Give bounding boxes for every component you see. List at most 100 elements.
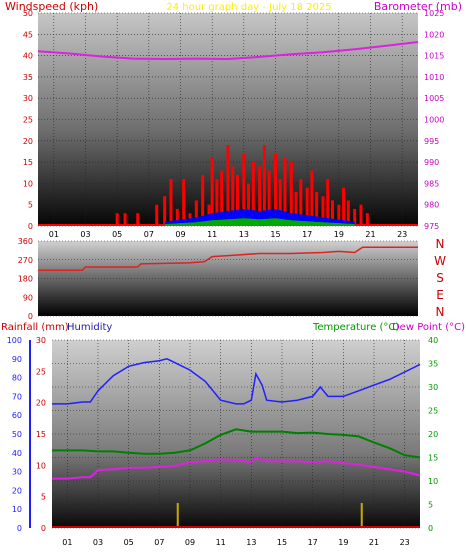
hour-tick-label: 09 [175, 230, 185, 239]
compass-label: N [436, 237, 445, 251]
wind-gust-bar [342, 187, 346, 226]
barometer-tick-label: 1015 [424, 52, 444, 61]
wind-gust-bar [326, 179, 330, 226]
humidity-tick-label: 90 [12, 355, 22, 364]
wind-direction-series [38, 246, 418, 271]
wind-gust-bar [305, 187, 309, 226]
wind-gust-bar [236, 174, 239, 226]
windspeed-axis-title: Windspeed (kph) [5, 0, 98, 13]
wind-gust-bar [337, 204, 341, 226]
wind-gust-bar [175, 208, 179, 226]
rainfall-bar [360, 502, 363, 528]
wind-gust-bar [267, 170, 271, 226]
temperature-tick-label: 30 [428, 383, 438, 392]
bottom-hour-axis: 01 03 05 07 09 11 13 15 17 19 21 23 [62, 538, 410, 547]
humidity-tick-label: 100 [7, 336, 22, 345]
wind-gust-bar [210, 157, 214, 226]
humidity-tick-label: 40 [12, 449, 22, 458]
temperature-tick-label: 5 [428, 501, 433, 510]
barometer-tick-label: 990 [424, 158, 439, 167]
wind-gust-bar [353, 208, 357, 226]
rainfall-series [52, 502, 420, 528]
hour-tick-label: 17 [302, 230, 312, 239]
wind-gust-bar [278, 179, 282, 226]
rainfall-bar [176, 502, 179, 528]
hour-tick-label: 23 [397, 230, 407, 239]
wind-gust-bar [365, 213, 369, 226]
hour-tick-label: 17 [308, 538, 318, 547]
hour-tick-label: 19 [334, 230, 344, 239]
hour-tick-label: 03 [93, 538, 103, 547]
rainfall-tick-label: 25 [36, 367, 46, 376]
compass-axis: N W S E N [434, 237, 446, 319]
temperature-axis-title: Temperature (°C) [312, 322, 399, 333]
rainfall-tick-label: 10 [36, 461, 46, 470]
temperature-tick-label: 35 [428, 360, 438, 369]
barometer-tick-label: 1005 [424, 94, 444, 103]
wind-gust-bar [331, 200, 334, 226]
chart-title: 24 hour graph day - July 18 2025 [166, 2, 331, 13]
direction-tick-label: 180 [18, 275, 33, 284]
humidity-tick-label: 10 [12, 505, 22, 514]
temperature-tick-label: 15 [428, 454, 438, 463]
temperature-series [52, 428, 421, 459]
barometer-tick-label: 985 [424, 179, 439, 188]
wind-gust-bar [262, 145, 266, 226]
rainfall-axis-title: Rainfall (mm) [1, 322, 69, 333]
wind-gust-bar [310, 170, 314, 226]
rainfall-tick-label: 5 [41, 493, 46, 502]
hour-tick-label: 21 [365, 230, 375, 239]
wind-gust-bar [251, 162, 255, 226]
direction-tick-label: 0 [28, 312, 33, 321]
hour-tick-label: 13 [246, 538, 256, 547]
direction-degree-axis: 0 90 180 270 360 [18, 237, 33, 321]
windspeed-tick-label: 25 [23, 116, 33, 125]
climate-grid [52, 339, 420, 529]
rainfall-tick-label: 15 [36, 430, 46, 439]
windspeed-tick-label: 35 [23, 73, 33, 82]
wind-gust-bar [136, 213, 140, 226]
wind-gust-bar [163, 196, 167, 226]
barometer-axis-title: Barometer (mb) [374, 0, 462, 13]
hour-tick-label: 15 [277, 538, 287, 547]
hour-tick-label: 09 [185, 538, 195, 547]
humidity-tick-label: 80 [12, 374, 22, 383]
wind-gust-bar [294, 191, 298, 226]
windspeed-tick-label: 0 [28, 222, 33, 231]
hour-tick-label: 05 [112, 230, 122, 239]
dewpoint-series [52, 456, 421, 480]
hour-tick-label: 11 [207, 230, 217, 239]
humidity-tick-label: 0 [17, 524, 22, 533]
barometer-tick-label: 1000 [424, 116, 444, 125]
hour-tick-label: 13 [239, 230, 249, 239]
rainfall-tick-label: 20 [36, 399, 46, 408]
rainfall-tick-label: 0 [41, 524, 46, 533]
direction-grid [38, 240, 418, 317]
wind-gust-bar [215, 179, 219, 226]
wind-gust-bar [321, 196, 325, 226]
barometer-tick-label: 975 [424, 222, 439, 231]
wind-gust-bar [194, 200, 198, 226]
hour-tick-label: 21 [369, 538, 379, 547]
wind-gust-bar [169, 179, 173, 226]
humidity-series [52, 358, 421, 405]
hour-tick-label: 01 [62, 538, 72, 547]
direction-tick-label: 360 [18, 237, 33, 246]
humidity-tick-label: 60 [12, 411, 22, 420]
windspeed-tick-label: 5 [28, 201, 33, 210]
rainfall-tick-label: 30 [36, 336, 46, 345]
hour-tick-label: 01 [49, 230, 59, 239]
wind-gust-bar [226, 145, 230, 226]
humidity-axis-title: Humidity [67, 322, 112, 333]
compass-label: N [436, 305, 445, 319]
temperature-tick-label: 10 [428, 477, 438, 486]
compass-label: E [436, 288, 444, 302]
direction-tick-label: 90 [23, 293, 33, 302]
hour-tick-label: 05 [124, 538, 134, 547]
wind-gust-bar [346, 200, 350, 226]
humidity-tick-label: 20 [12, 486, 22, 495]
wind-gust-bar [201, 174, 205, 226]
wind-gust-bar [115, 213, 119, 226]
rainfall-axis: 0 5 10 15 20 25 30 [36, 336, 46, 533]
